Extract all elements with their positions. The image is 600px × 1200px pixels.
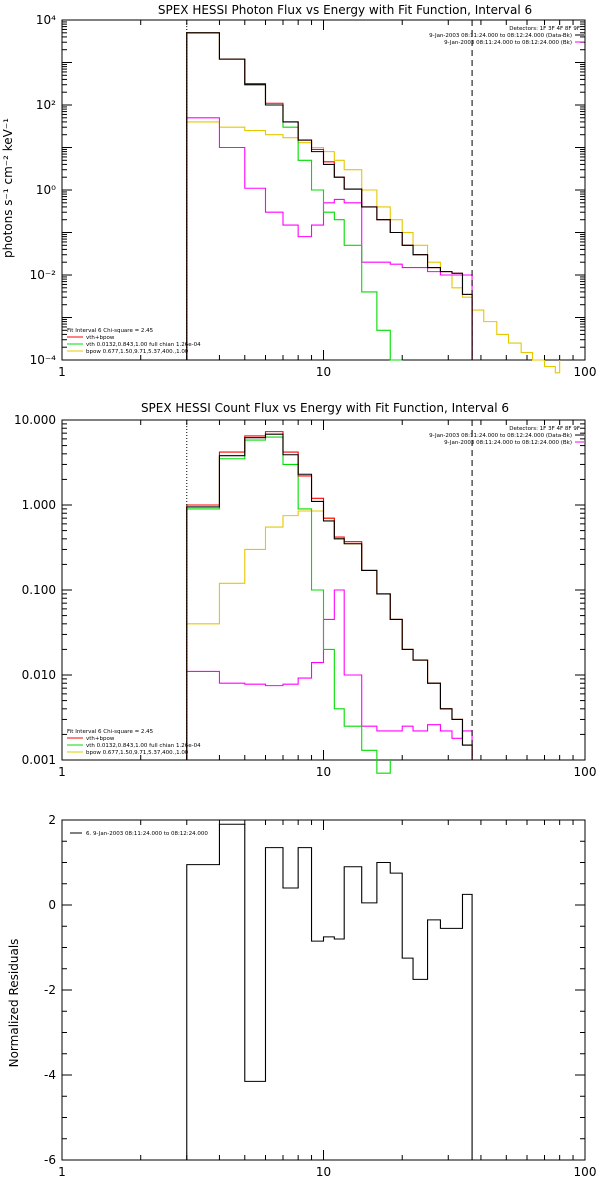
photon-series-total: [186, 32, 473, 360]
residuals-ytick-label: 0: [48, 898, 56, 912]
legend-detectors-2: Detectors: 1F 3F 4F 8F 9F: [509, 426, 580, 432]
photon-xtick-label: 100: [574, 365, 597, 379]
residuals-ytick-label: -6: [44, 1153, 56, 1167]
photon-ytick-label: 10⁻⁴: [30, 353, 57, 367]
count-xtick-label: 100: [574, 765, 597, 779]
count-series-bpow: [186, 510, 473, 760]
count-xtick-label: 1: [58, 765, 66, 779]
count-ytick-label: 0.010: [22, 668, 56, 682]
count-xtick-label: 10: [316, 765, 331, 779]
residuals-xtick-label: 10: [316, 1165, 331, 1179]
count-ytick-label: 10.000: [14, 413, 56, 427]
photon-flux-title: SPEX HESSI Photon Flux vs Energy with Fi…: [158, 3, 532, 17]
photon-ytick-label: 10⁻²: [30, 268, 57, 282]
residuals-legend: 6. 9-Jan-2003 08:11:24.000 to 08:12:24.0…: [86, 831, 208, 837]
count-flux-title: SPEX HESSI Count Flux vs Energy with Fit…: [141, 401, 509, 415]
count-ytick-label: 1.000: [22, 498, 56, 512]
legend-fit-interval: Fit Interval 6 Chi-square = 2.45: [67, 328, 154, 334]
legend-fit-interval-2: Fit Interval 6 Chi-square = 2.45: [67, 729, 154, 735]
legend-bk-2: 9-Jan-2003 08:11:24.000 to 08:12:24.000 …: [444, 440, 572, 446]
count-flux-plot: 1 10 100 10.000 1.000 0.100 0.010 0.001: [14, 413, 596, 779]
legend-data-bk-2: 9-Jan-2003 08:11:24.000 to 08:12:24.000 …: [429, 433, 572, 439]
photon-series-background: [186, 117, 473, 360]
count-ytick-label: 0.100: [22, 583, 56, 597]
photon-series-data: [186, 32, 473, 360]
photon-xtick-label: 1: [58, 365, 66, 379]
photon-flux-plot: 1 10 100 10⁴ 10² 10⁰ 10⁻² 10⁻⁴: [30, 13, 597, 379]
residuals-ytick-label: -2: [44, 983, 56, 997]
legend-data-bk: 9-Jan-2003 08:11:24.000 to 08:12:24.000 …: [429, 33, 572, 39]
residuals-ylabel: Normalized Residuals: [7, 939, 21, 1068]
photon-series-bpow: [186, 121, 561, 374]
photon-xtick-label: 10: [316, 365, 331, 379]
legend-total: vth+bpow: [86, 335, 115, 341]
count-ytick-label: 0.001: [22, 753, 56, 767]
legend-bk: 9-Jan-2003 08:11:24.000 to 08:12:24.000 …: [444, 40, 572, 46]
residuals-series: [186, 823, 473, 1160]
count-series-total: [186, 431, 473, 760]
legend-bpow-2: bpow 0.677,1.50,9.71,5.37,400.,1.00: [86, 750, 189, 756]
legend-bpow: bpow 0.677,1.50,9.71,5.37,400.,1.00: [86, 349, 189, 355]
residuals-plot-area: [61, 819, 586, 1161]
residuals-plot: 1 10 100 2 0 -2 -4 -6: [44, 813, 596, 1179]
residuals-xtick-label: 100: [574, 1165, 597, 1179]
legend-detectors: Detectors: 1F 3F 4F 8F 9F: [509, 26, 580, 32]
count-series-thermal: [186, 436, 391, 774]
residuals-ytick-label: -4: [44, 1068, 56, 1082]
legend-total-2: vth+bpow: [86, 736, 115, 742]
legend-thermal-2: vth 0.0132,0.843,1.00 full chian 1.26e-0…: [86, 743, 201, 749]
photon-ytick-label: 10⁴: [36, 13, 56, 27]
photon-series-thermal: [186, 32, 403, 361]
photon-ytick-label: 10⁰: [36, 183, 56, 197]
count-series-background: [186, 589, 473, 760]
photon-ytick-label: 10²: [36, 98, 56, 112]
residuals-ytick-label: 2: [48, 813, 56, 827]
residuals-xtick-label: 1: [58, 1165, 66, 1179]
count-series-data: [186, 433, 473, 760]
legend-thermal: vth 0.0132,0.843,1.00 full chian 1.26e-0…: [86, 342, 201, 348]
photon-flux-ylabel: photons s⁻¹ cm⁻² keV⁻¹: [1, 118, 15, 258]
